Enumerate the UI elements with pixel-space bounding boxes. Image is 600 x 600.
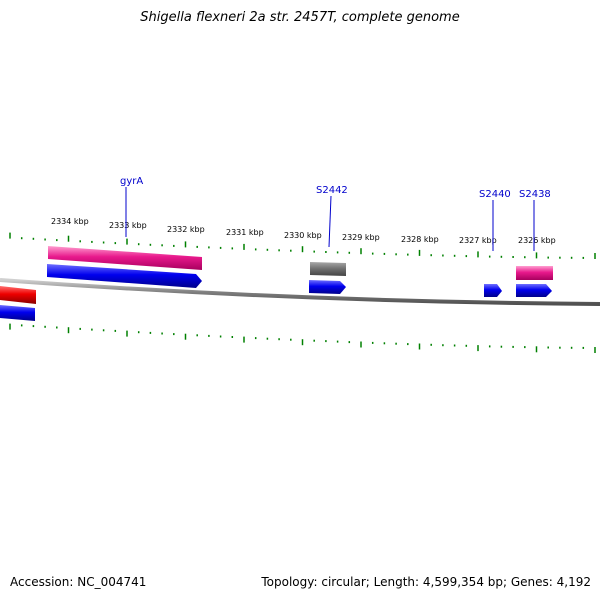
feature-S2440-blue[interactable] bbox=[484, 284, 502, 297]
genome-summary: Topology: circular; Length: 4,599,354 bp… bbox=[261, 575, 591, 589]
feature-gyrA-blue[interactable] bbox=[47, 264, 202, 288]
ruler-label-2327: 2327 kbp bbox=[459, 236, 497, 245]
ruler-label-2330: 2330 kbp bbox=[284, 231, 322, 240]
inner-ruler bbox=[9, 323, 596, 353]
ruler-label-2334: 2334 kbp bbox=[51, 217, 89, 226]
gene-label-S2440[interactable]: S2440 bbox=[479, 189, 511, 200]
accession-label: Accession: NC_004741 bbox=[10, 575, 147, 589]
ruler-label-2332: 2332 kbp bbox=[167, 225, 205, 234]
feature-left-blue[interactable] bbox=[0, 305, 35, 321]
feature-left-red[interactable] bbox=[0, 286, 36, 304]
feature-gyrA-pink[interactable] bbox=[48, 246, 202, 270]
feature-S2442-gray[interactable] bbox=[310, 262, 346, 276]
ruler-label-2331: 2331 kbp bbox=[226, 228, 264, 237]
ruler-label-2329: 2329 kbp bbox=[342, 233, 380, 242]
genome-backbone bbox=[0, 278, 600, 306]
gene-label-S2442[interactable]: S2442 bbox=[316, 185, 348, 196]
feature-S2438-pink[interactable] bbox=[516, 266, 553, 280]
ruler-label-2326: 2326 kbp bbox=[518, 236, 556, 245]
S2442-leader-line bbox=[328, 195, 332, 248]
ruler-label-2328: 2328 kbp bbox=[401, 235, 439, 244]
feature-S2438-blue[interactable] bbox=[516, 284, 552, 297]
gene-label-gyrA[interactable]: gyrA bbox=[120, 176, 143, 187]
gene-label-S2438[interactable]: S2438 bbox=[519, 189, 551, 200]
ruler-label-2333: 2333 kbp bbox=[109, 221, 147, 230]
outer-ruler bbox=[9, 232, 596, 259]
genome-title: Shigella flexneri 2a str. 2457T, complet… bbox=[140, 10, 460, 25]
feature-S2442-blue[interactable] bbox=[309, 280, 346, 294]
